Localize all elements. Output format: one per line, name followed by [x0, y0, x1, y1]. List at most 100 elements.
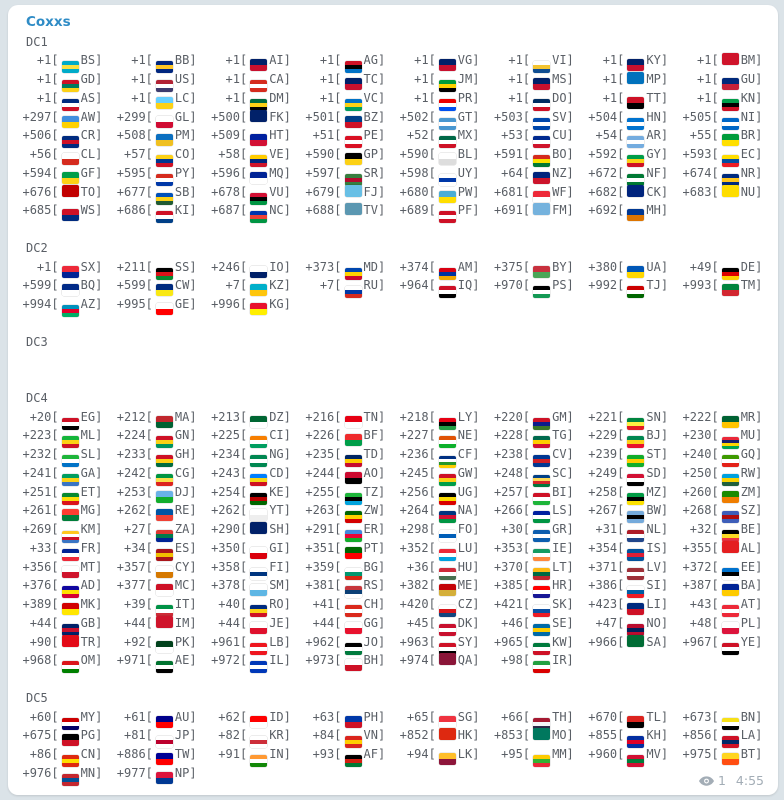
dial-code: +1	[414, 72, 436, 86]
country-code: MY	[81, 710, 103, 724]
country-entry: +852 HK	[385, 726, 479, 748]
country-code: GW	[458, 466, 480, 480]
dial-code: +258	[588, 485, 624, 499]
country-entry: +249 SD	[574, 464, 668, 487]
country-code: BR	[741, 128, 763, 142]
country-entry: +65 SG	[385, 708, 479, 730]
country-code: JO	[364, 635, 386, 649]
country-code: LV	[646, 560, 668, 574]
country-code: BA	[741, 578, 763, 592]
dial-code: +64	[501, 166, 530, 180]
dial-code: +1	[414, 91, 436, 105]
country-entry: +974 QA	[385, 651, 479, 673]
country-entry: +299 GL	[102, 108, 197, 130]
country-code: CG	[175, 466, 197, 480]
country-code: SB	[175, 185, 197, 199]
country-code: CY	[175, 560, 197, 574]
country-entry: +248 SC	[479, 464, 574, 487]
country-code: EC	[741, 147, 763, 161]
flag-im-icon	[155, 615, 173, 628]
country-code: ET	[81, 485, 103, 499]
country-code: GY	[646, 147, 668, 161]
country-code: PE	[364, 128, 386, 142]
dial-code: +674	[683, 166, 719, 180]
flag-be-icon	[721, 530, 739, 543]
country-entry: +226 BF	[291, 426, 385, 449]
flag-aw-icon	[61, 115, 79, 128]
dial-code: +593	[683, 147, 719, 161]
country-entry: +1 TC	[291, 70, 385, 92]
flag-pw-icon	[438, 190, 456, 203]
dial-code: +254	[211, 485, 247, 499]
flag-pg-icon	[61, 734, 79, 747]
country-entry: +389 MK	[8, 595, 102, 617]
country-entry: +1 CA	[197, 70, 291, 93]
dial-code: +683	[683, 185, 719, 199]
country-entry: +227 NE	[385, 426, 479, 449]
country-code: GB	[81, 616, 103, 630]
flag-ca-icon	[250, 80, 268, 93]
dial-code: +972	[211, 653, 247, 667]
country-code: CR	[81, 128, 103, 142]
country-code: TJ	[646, 278, 668, 292]
dial-code: +995	[117, 297, 153, 311]
flag-am-icon	[438, 267, 456, 280]
dial-code: +298	[400, 522, 436, 536]
dial-code: +506	[22, 128, 58, 142]
flag-cd-icon	[250, 473, 268, 486]
country-code: GM	[552, 410, 574, 424]
dial-code: +33	[30, 541, 59, 555]
flag-sz-icon	[721, 511, 739, 524]
flag-pr-icon	[438, 98, 456, 111]
country-code: SY	[458, 635, 480, 649]
country-code: TW	[175, 747, 197, 761]
flag-re-icon	[155, 509, 173, 522]
flag-kw-icon	[533, 642, 551, 655]
country-code: GP	[364, 147, 386, 161]
flag-gg-icon	[344, 621, 362, 634]
country-code: NR	[741, 166, 763, 180]
country-entry: +298 FO	[385, 520, 479, 543]
flag-nu-icon	[721, 184, 739, 197]
dial-code: +351	[305, 541, 341, 555]
country-code: UY	[458, 166, 480, 180]
country-code: CF	[458, 447, 480, 461]
flag-wf-icon	[533, 190, 551, 203]
flag-tc-icon	[344, 78, 362, 91]
dial-code: +90	[30, 635, 59, 649]
country-entry: +856 LA	[668, 726, 762, 749]
country-code: GL	[175, 110, 197, 124]
flag-bz-icon	[344, 115, 362, 128]
flag-st-icon	[627, 455, 645, 468]
flag-mz-icon	[627, 492, 645, 505]
country-code: GF	[81, 166, 103, 180]
country-entry: +599 BQ	[8, 276, 102, 298]
dial-code: +677	[117, 185, 153, 199]
country-entry: +967 YE	[668, 633, 762, 655]
flag-sl-icon	[61, 455, 79, 468]
dial-code: +974	[400, 653, 436, 667]
flag-nr-icon	[721, 173, 739, 186]
country-entry: +356 MT	[8, 558, 102, 580]
dial-code: +676	[22, 185, 58, 199]
country-code: BJ	[646, 428, 668, 442]
country-code: PG	[81, 728, 103, 742]
dial-code: +224	[117, 428, 153, 442]
country-entry: +423 LI	[574, 595, 668, 617]
flag-vu-icon	[250, 192, 268, 205]
country-code: SD	[646, 466, 668, 480]
dial-code: +1	[697, 53, 719, 67]
dial-code: +503	[494, 110, 530, 124]
flag-md-icon	[344, 267, 362, 280]
flag-mc-icon	[155, 584, 173, 597]
dial-code: +598	[400, 166, 436, 180]
dial-code: +256	[400, 485, 436, 499]
country-entry: +58 VE	[197, 145, 291, 168]
flag-sv-icon	[533, 117, 551, 130]
country-code: VG	[458, 53, 480, 67]
flag-je-icon	[250, 621, 268, 634]
country-code: SI	[646, 578, 668, 592]
dial-code: +34	[124, 541, 153, 555]
sender-name[interactable]: Coxxs	[26, 14, 71, 30]
country-entry: +63 PH	[291, 708, 385, 730]
